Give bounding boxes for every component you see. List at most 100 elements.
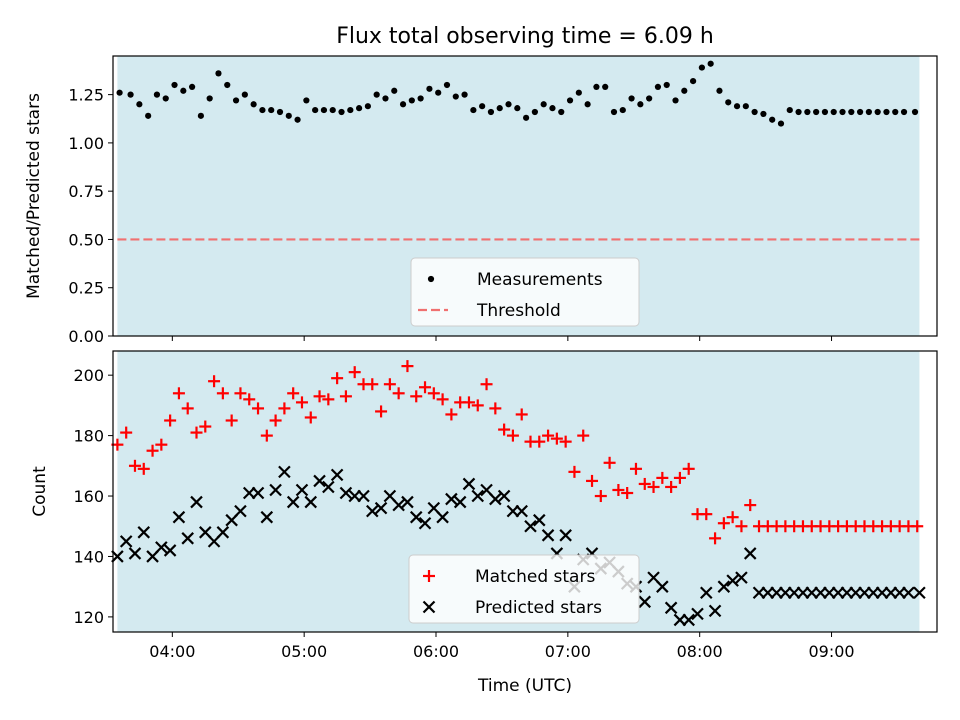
measurement-point — [285, 112, 292, 119]
predicted-star-point — [656, 580, 669, 593]
y-tick-label: 1.00 — [68, 134, 104, 153]
x-stroke — [541, 529, 555, 542]
x-stroke — [190, 495, 203, 509]
matched-star-point — [375, 405, 388, 418]
x-stroke — [647, 571, 660, 584]
matched-star-point — [331, 372, 344, 385]
x-stroke — [489, 492, 502, 506]
legend-label: Matched stars — [475, 567, 595, 587]
matched-star-point — [498, 423, 511, 436]
measurement-point — [347, 106, 354, 114]
predicted-star-point — [137, 526, 151, 539]
legend-label: Predicted stars — [475, 598, 602, 618]
predicted-star-point — [304, 495, 318, 509]
matched-star-point — [313, 390, 326, 403]
x-stroke — [155, 541, 168, 554]
predicted-star-point — [524, 519, 537, 533]
x-stroke — [638, 595, 652, 609]
matched-star-point — [339, 390, 352, 403]
matched-star-point — [392, 387, 405, 400]
matched-star-point — [383, 378, 396, 391]
top-y-ticks: 0.00 0.25 0.50 0.75 1.00 1.25 — [68, 86, 113, 346]
matched-star-point — [216, 387, 229, 400]
matched-star-point — [366, 378, 379, 391]
bottom-plot-frame — [112, 350, 938, 633]
matched-star-point — [128, 459, 141, 472]
measurement-point — [294, 116, 301, 123]
top-x-ticks — [171, 336, 833, 341]
predicted-star-point — [357, 489, 370, 503]
matched-star-point — [911, 520, 924, 533]
matched-star-point — [629, 462, 642, 475]
matched-star-point — [559, 435, 572, 448]
matched-star-point — [700, 508, 713, 521]
x-stroke — [427, 501, 441, 515]
predicted-star-point — [260, 510, 274, 524]
x-stroke — [682, 613, 695, 627]
matched-star-point — [410, 390, 423, 403]
measurement-point — [303, 97, 310, 104]
measurement-point — [584, 101, 591, 108]
x-stroke — [278, 465, 291, 479]
matched-star-point — [603, 456, 616, 469]
x-stroke — [418, 516, 432, 530]
matched-star-point — [550, 432, 563, 445]
x-stroke — [234, 504, 247, 518]
measurement-point — [911, 108, 919, 116]
measurement-point — [663, 81, 670, 89]
measurement-point — [593, 83, 600, 90]
measurement-point — [496, 105, 503, 112]
predicted-star-point — [295, 483, 309, 497]
x-stroke — [163, 544, 177, 557]
predicted-star-point — [541, 529, 555, 542]
measurement-point — [320, 106, 328, 114]
measurement-point — [716, 87, 723, 94]
matched-star-point — [436, 393, 449, 406]
x-stroke — [322, 480, 335, 494]
measurement-point — [628, 95, 635, 102]
measurement-point — [839, 108, 846, 116]
x-axis-label: Time (UTC) — [477, 676, 572, 696]
measurement-point — [461, 91, 468, 98]
x-tick-label: 08:00 — [677, 642, 723, 661]
predicted-star-point — [251, 486, 265, 500]
matched-star-point — [744, 499, 757, 512]
measurement-point — [514, 105, 521, 112]
x-stroke — [664, 601, 678, 615]
measurement-point — [171, 81, 178, 89]
x-stroke — [717, 580, 731, 593]
x-stroke — [515, 504, 528, 518]
measurement-point — [232, 97, 240, 104]
measurement-point — [153, 91, 161, 98]
x-stroke — [524, 519, 537, 533]
x-stroke — [708, 604, 722, 618]
matched-star-point — [480, 378, 493, 391]
x-stroke — [216, 526, 230, 539]
matched-star-point — [304, 411, 317, 424]
measurement-point — [751, 108, 758, 116]
x-stroke — [913, 586, 926, 599]
matched-star-point — [656, 471, 669, 484]
bottom-legend: Matched stars Predicted stars — [408, 554, 640, 624]
matched-star-point — [137, 462, 150, 475]
matched-star-point — [252, 402, 265, 415]
x-stroke — [339, 486, 353, 500]
matched-star-point — [295, 396, 308, 409]
matched-star-point — [462, 396, 475, 409]
measurement-point — [865, 108, 872, 116]
x-stroke — [199, 526, 212, 539]
matched-star-point — [471, 399, 484, 412]
measurement-point — [786, 106, 793, 114]
matched-star-point — [717, 517, 730, 530]
x-stroke — [251, 486, 265, 500]
predicted-star-point — [743, 547, 757, 560]
measurement-point — [206, 95, 213, 102]
x-stroke — [445, 492, 458, 506]
predicted-star-point — [559, 529, 572, 542]
measurement-point — [813, 108, 820, 116]
bottom-y-axis-label: Count — [30, 466, 50, 517]
measurement-point — [689, 78, 697, 85]
matched-star-point — [647, 480, 660, 493]
measurement-point — [900, 108, 908, 116]
